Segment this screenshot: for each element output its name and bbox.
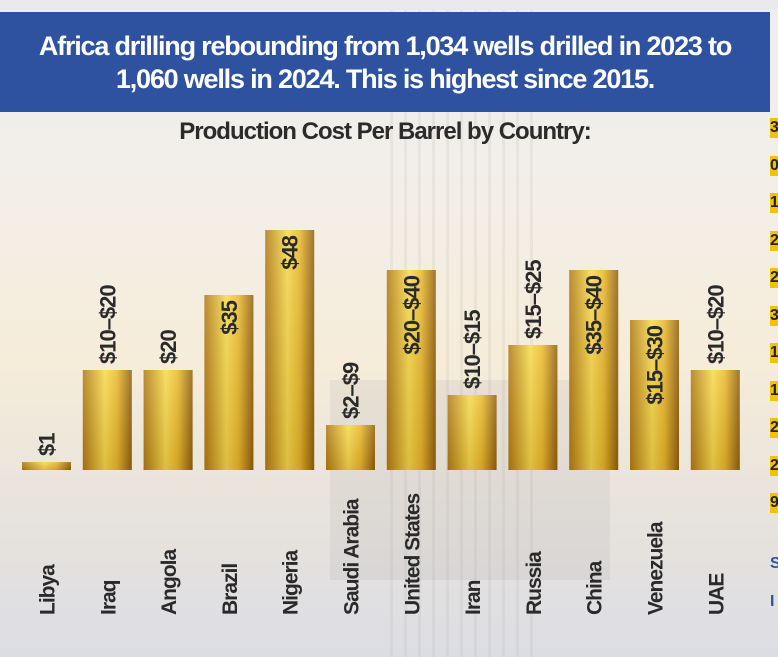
data-label: $48 (278, 235, 303, 269)
edge-fragment: 2 (770, 268, 778, 288)
bar-shade (326, 425, 375, 470)
category-label: United States (401, 493, 424, 615)
banner-line-1: Africa drilling rebounding from 1,034 we… (38, 31, 732, 61)
bar-shade (265, 230, 315, 470)
bar-group: $2–$9 Saudi Arabia (326, 362, 375, 615)
bar-shade (569, 270, 619, 470)
chart-title: Production Cost Per Barrel by Country: (179, 118, 591, 145)
edge-fragment: 9 (770, 493, 778, 513)
category-label: Russia (523, 551, 546, 615)
category-label: Venezuela (645, 521, 668, 615)
edge-fragment: 2 (770, 230, 778, 251)
bar-group: $20–$40 United States (386, 270, 436, 615)
edge-fragment: 1 (770, 193, 778, 213)
data-label: $10–$15 (460, 310, 485, 389)
edge-fragment: 1 (770, 343, 778, 363)
edge-fragment: 0 (770, 155, 778, 176)
category-label: Saudi Arabia (341, 498, 364, 615)
data-label: $15–$25 (521, 260, 546, 339)
bar-group: $20 Angola (143, 330, 193, 615)
bar-shade (630, 320, 679, 470)
bar-group: $10–$20 Iraq (82, 285, 132, 615)
category-label: Brazil (219, 564, 242, 615)
bar-group: $35–$40 China (569, 270, 619, 615)
data-label: $20–$40 (399, 275, 424, 354)
bar-group: $1 Libya (22, 433, 71, 615)
bar-group: $35 Brazil (204, 295, 254, 615)
edge-fragment: 3 (770, 118, 778, 138)
bar-group: $10–$15 Iran (447, 310, 497, 615)
data-label: $10–$20 (95, 285, 120, 364)
category-label: Angola (158, 549, 181, 615)
bar-group: $10–$20 UAE (690, 285, 740, 615)
category-label: Iran (462, 580, 485, 615)
category-label: Libya (37, 564, 60, 615)
bar-group: $48 Nigeria (265, 230, 315, 615)
edge-fragment: 3 (770, 305, 778, 326)
bar-shade (143, 370, 193, 470)
bar-shade (386, 270, 436, 470)
data-label: $35 (217, 300, 242, 334)
headline-banner: Africa drilling rebounding from 1,034 we… (0, 12, 770, 112)
category-label: UAE (705, 573, 728, 615)
edge-fragment: 2 (770, 418, 778, 438)
bar-group: $15–$25 Russia (508, 260, 558, 615)
bar-shade (508, 345, 558, 470)
data-label: $2–$9 (339, 362, 364, 419)
bar-shade (204, 295, 254, 470)
edge-fragment: 1 (770, 380, 778, 401)
edge-fragment: I (770, 593, 775, 610)
data-label: $10–$20 (703, 285, 728, 364)
data-label: $1 (35, 433, 60, 456)
data-label: $15–$30 (643, 325, 668, 404)
category-label: China (584, 560, 607, 615)
banner-line-2: 1,060 wells in 2024. This is highest sin… (115, 64, 655, 94)
edge-fragment: S (770, 555, 778, 572)
data-label: $35–$40 (582, 275, 607, 354)
category-label: Nigeria (280, 549, 303, 615)
bar-shade (447, 395, 497, 470)
data-label: $20 (156, 330, 181, 364)
bar-group: $15–$30 Venezuela (630, 320, 679, 615)
bar-shade (22, 462, 71, 470)
category-label: Iraq (97, 580, 120, 615)
bar-shade (690, 370, 740, 470)
edge-fragment: 2 (770, 455, 778, 476)
bar-shade (82, 370, 132, 470)
top-strip (0, 0, 778, 10)
